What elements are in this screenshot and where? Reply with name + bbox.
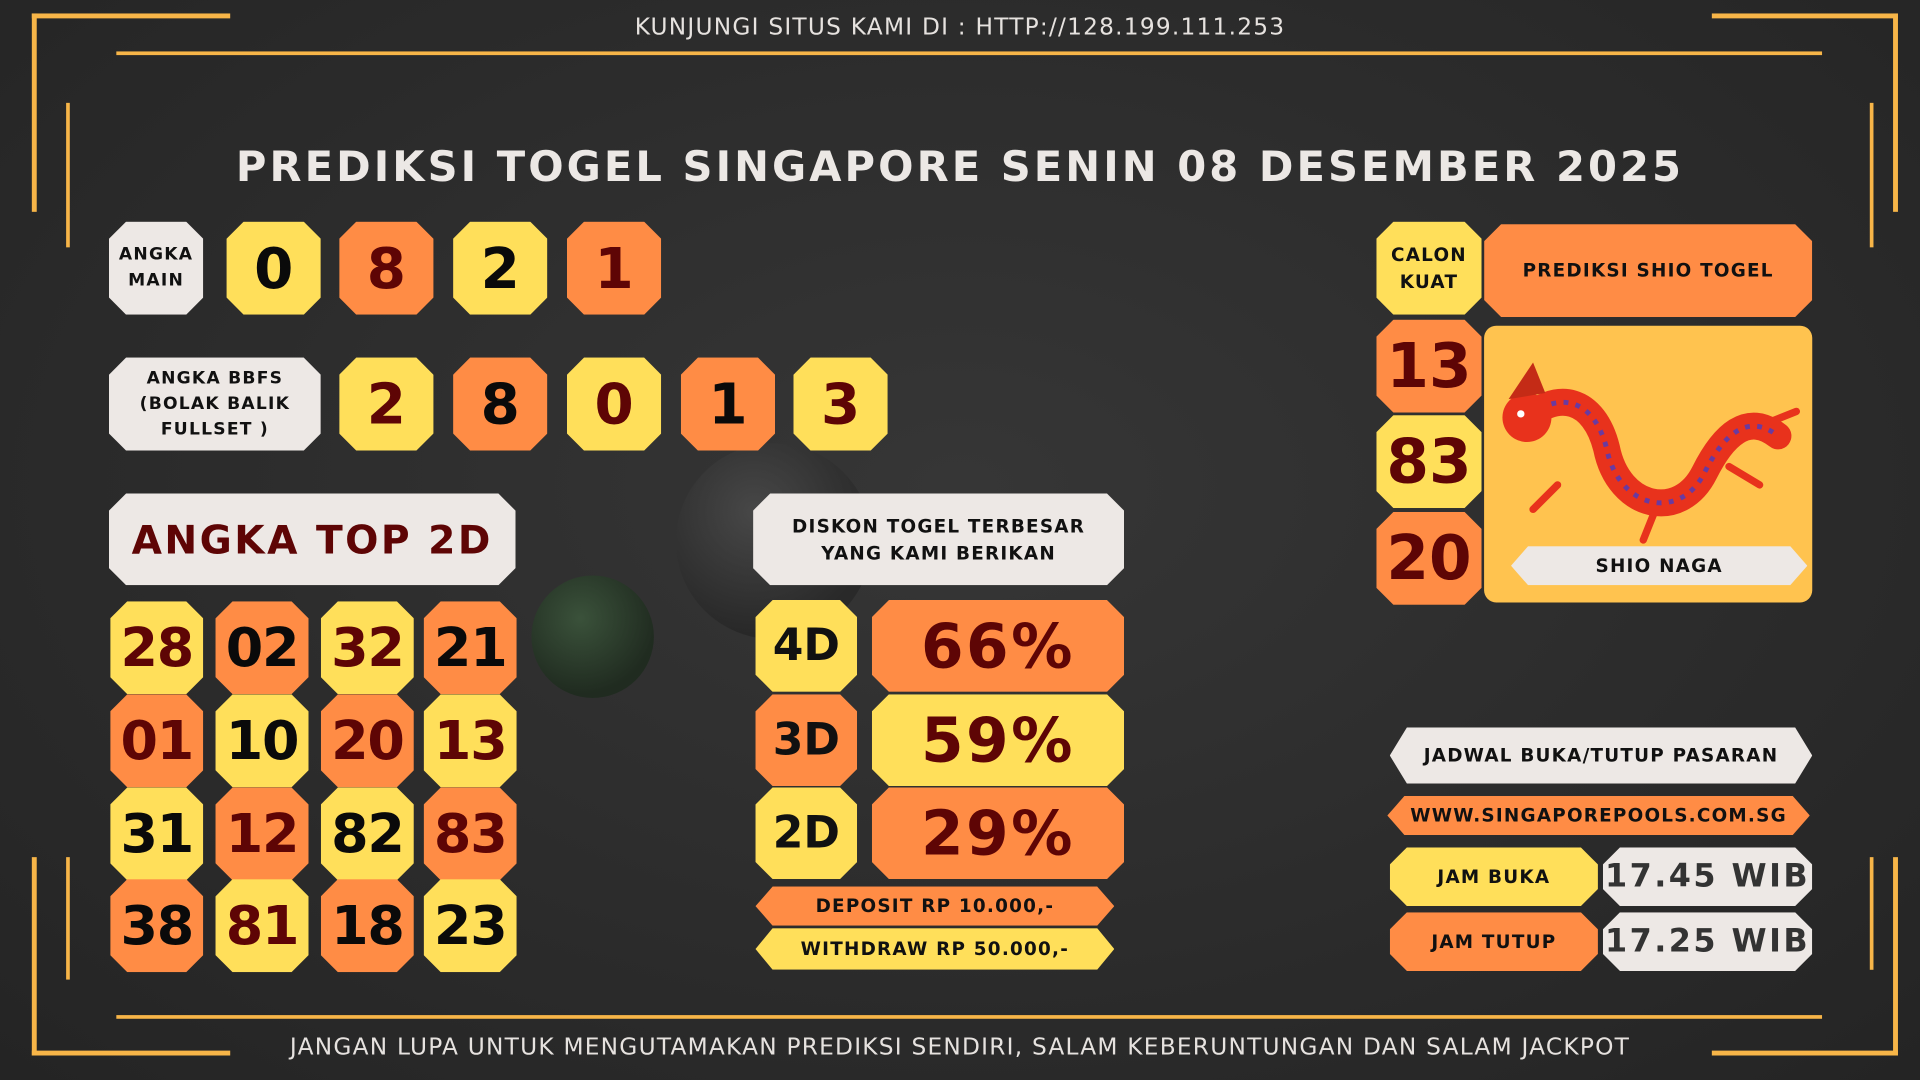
bbfs-digit: 8 <box>453 358 547 451</box>
angka-main-digit: 2 <box>453 222 547 315</box>
jam-buka-time: 17.45 WIB <box>1603 847 1812 906</box>
top-2d-number: 81 <box>216 879 309 972</box>
footer-text: JANGAN LUPA UNTUK MENGUTAMAKAN PREDIKSI … <box>289 1033 1631 1061</box>
frame-corner <box>31 1050 231 1056</box>
angka-main-label: ANGKA MAIN <box>109 222 203 315</box>
shio-panel: SHIO NAGA <box>1484 325 1813 603</box>
billiard-ball-decoration <box>531 575 654 698</box>
top-2d-number: 28 <box>110 601 203 694</box>
bbfs-digit: 1 <box>681 358 775 451</box>
jadwal-title: JADWAL BUKA/TUTUP PASARAN <box>1390 727 1812 783</box>
angka-main-digit: 8 <box>339 222 433 315</box>
diskon-type-label: 4D <box>756 600 858 692</box>
frame-corner <box>31 857 37 1056</box>
deposit-info: DEPOSIT RP 10.000,- <box>756 887 1115 926</box>
diskon-percentage: 59% <box>872 694 1124 786</box>
top-divider <box>116 51 1823 56</box>
diskon-percentage: 29% <box>872 787 1124 879</box>
top-2d-number: 18 <box>321 879 414 972</box>
top-2d-number: 20 <box>321 694 414 787</box>
frame-corner <box>1893 13 1898 212</box>
calon-kuat-number: 13 <box>1376 320 1481 413</box>
bbfs-label: ANGKA BBFS (BOLAK BALIK FULLSET ) <box>109 358 321 451</box>
diskon-type-label: 3D <box>756 694 858 786</box>
top-2d-number: 10 <box>216 694 309 787</box>
calon-kuat-number: 83 <box>1376 415 1481 508</box>
top-2d-number: 38 <box>110 879 203 972</box>
jam-tutup-label: JAM TUTUP <box>1390 912 1598 971</box>
shio-name: SHIO NAGA <box>1511 546 1807 585</box>
pools-url-link[interactable]: WWW.SINGAPOREPOOLS.COM.SG <box>1387 796 1809 835</box>
frame-line <box>1869 102 1874 248</box>
top-2d-number: 23 <box>424 879 517 972</box>
visit-site-text: KUNJUNGI SITUS KAMI DI : HTTP://128.199.… <box>634 13 1286 41</box>
diskon-label: DISKON TOGEL TERBESAR YANG KAMI BERIKAN <box>753 493 1124 585</box>
diskon-percentage: 66% <box>872 600 1124 692</box>
top-2d-number: 82 <box>321 787 414 880</box>
calon-kuat-label: CALON KUAT <box>1376 222 1481 315</box>
dragon-icon <box>1502 362 1801 544</box>
jam-buka-label: JAM BUKA <box>1390 847 1598 906</box>
bbfs-digit: 3 <box>793 358 887 451</box>
page-title: PREDIKSI TOGEL SINGAPORE SENIN 08 DESEMB… <box>235 143 1685 193</box>
top-2d-number: 32 <box>321 601 414 694</box>
top-2d-number: 21 <box>424 601 517 694</box>
top-2d-number: 31 <box>110 787 203 880</box>
frame-line <box>66 102 70 248</box>
angka-main-digit: 1 <box>567 222 661 315</box>
frame-corner <box>1711 13 1898 19</box>
frame-corner <box>31 13 37 212</box>
frame-corner <box>1711 1050 1898 1056</box>
top-2d-number: 12 <box>216 787 309 880</box>
diskon-type-label: 2D <box>756 787 858 879</box>
bbfs-digit: 2 <box>339 358 433 451</box>
bottom-divider <box>116 1015 1823 1019</box>
frame-corner <box>1893 857 1898 1056</box>
top-2d-label: ANGKA TOP 2D <box>109 493 516 585</box>
jam-tutup-time: 17.25 WIB <box>1603 912 1812 971</box>
top-2d-number: 01 <box>110 694 203 787</box>
top-2d-number: 02 <box>216 601 309 694</box>
frame-corner <box>31 13 231 19</box>
angka-main-digit: 0 <box>227 222 321 315</box>
withdraw-info: WITHDRAW RP 50.000,- <box>756 928 1115 970</box>
calon-kuat-number: 20 <box>1376 512 1481 605</box>
top-2d-number: 13 <box>424 694 517 787</box>
bbfs-digit: 0 <box>567 358 661 451</box>
frame-line <box>66 857 70 980</box>
top-2d-number: 83 <box>424 787 517 880</box>
frame-line <box>1869 857 1874 970</box>
shio-title: PREDIKSI SHIO TOGEL <box>1484 224 1812 317</box>
